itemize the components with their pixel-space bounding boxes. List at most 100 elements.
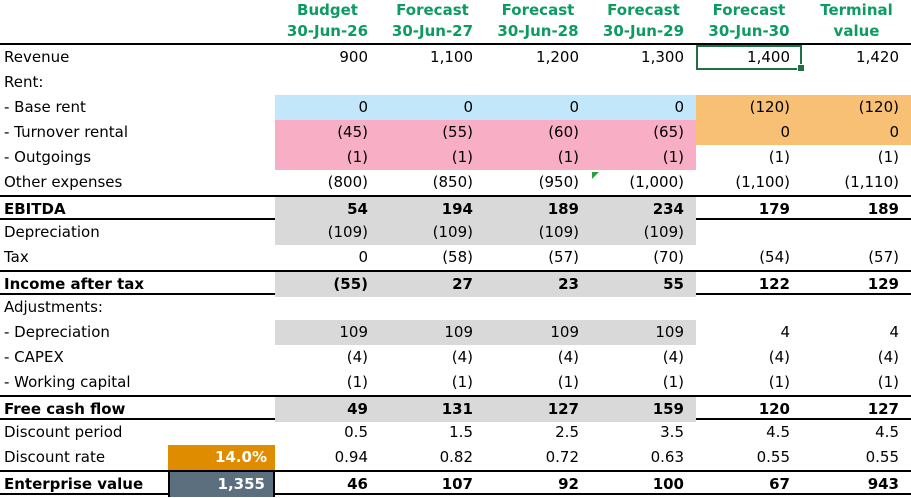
cell[interactable]: 189 [485, 197, 591, 222]
column-header-30-jun-28[interactable]: Forecast 30-Jun-28 [485, 0, 591, 43]
cell[interactable]: (4) [346, 348, 368, 366]
cell[interactable]: 109 [485, 320, 591, 345]
row-label[interactable]: Discount period [4, 423, 123, 441]
cell[interactable]: 0 [802, 120, 911, 145]
cell[interactable]: (1) [451, 373, 473, 391]
cell[interactable]: (109) [591, 220, 696, 245]
cell[interactable]: 4 [780, 323, 790, 341]
cell[interactable]: 0 [485, 95, 591, 120]
row-label[interactable]: Discount rate [4, 448, 106, 466]
row-label[interactable]: - CAPEX [4, 348, 64, 366]
cell[interactable]: (1) [485, 145, 591, 170]
cell[interactable] [591, 295, 696, 320]
row-label[interactable]: Depreciation [4, 223, 100, 241]
cell[interactable]: (800) [327, 173, 368, 191]
cell[interactable]: (1) [877, 373, 899, 391]
cell[interactable]: 129 [867, 275, 899, 293]
cell[interactable]: (45) [275, 120, 380, 145]
cell[interactable]: 179 [758, 200, 790, 218]
cell[interactable]: (109) [275, 220, 380, 245]
cell[interactable]: 23 [485, 272, 591, 297]
row-label[interactable]: Rent: [4, 73, 44, 91]
cell[interactable]: 107 [441, 475, 473, 493]
row-label[interactable]: - Depreciation [4, 323, 110, 341]
cell[interactable]: (60) [485, 120, 591, 145]
cell[interactable]: (1) [275, 145, 380, 170]
cell[interactable]: (1) [768, 148, 790, 166]
cell[interactable]: 4 [889, 323, 899, 341]
cell[interactable]: 4.5 [766, 423, 790, 441]
cell[interactable]: 3.5 [660, 423, 684, 441]
row-label[interactable]: - Working capital [4, 373, 131, 391]
column-header-30-jun-30[interactable]: Forecast 30-Jun-30 [696, 0, 802, 43]
cell[interactable]: 1,200 [536, 48, 579, 66]
cell[interactable]: 0.82 [439, 448, 473, 466]
cell[interactable]: (109) [485, 220, 591, 245]
cell[interactable]: (70) [653, 248, 684, 266]
cell[interactable]: 1,420 [856, 48, 899, 66]
cell[interactable]: 189 [867, 200, 899, 218]
cell[interactable] [802, 220, 911, 245]
cell[interactable] [696, 295, 802, 320]
cell[interactable] [485, 295, 591, 320]
cell[interactable]: (4) [768, 348, 790, 366]
cell[interactable]: (850) [432, 173, 473, 191]
cell[interactable]: 46 [347, 475, 368, 493]
cell[interactable]: 0.5 [344, 423, 368, 441]
cell[interactable]: 900 [339, 48, 368, 66]
cell[interactable] [380, 295, 485, 320]
cell[interactable]: (1) [380, 145, 485, 170]
row-label[interactable]: Other expenses [4, 173, 123, 191]
cell[interactable]: (1) [557, 373, 579, 391]
cell[interactable]: (1,110) [844, 173, 899, 191]
cell[interactable] [591, 70, 696, 95]
cell[interactable]: 0 [696, 120, 802, 145]
cell[interactable]: 27 [380, 272, 485, 297]
cell[interactable]: 0.72 [545, 448, 579, 466]
cell[interactable]: 0 [380, 95, 485, 120]
cell[interactable]: 0.55 [865, 448, 899, 466]
cell[interactable] [275, 295, 380, 320]
enterprise-value-cell[interactable]: 1,355 [168, 472, 275, 497]
cell[interactable]: (57) [868, 248, 899, 266]
cell[interactable]: (4) [877, 348, 899, 366]
cell[interactable]: 159 [591, 397, 696, 422]
cell[interactable]: 0 [591, 95, 696, 120]
row-label[interactable]: Free cash flow [4, 400, 126, 418]
row-label[interactable]: - Turnover rental [4, 123, 129, 141]
cell[interactable]: (4) [557, 348, 579, 366]
cell[interactable]: (1) [877, 148, 899, 166]
row-label[interactable]: Revenue [4, 48, 70, 66]
cell[interactable]: (1,000) [591, 170, 696, 195]
cell[interactable]: 2.5 [555, 423, 579, 441]
cell[interactable]: (57) [548, 248, 579, 266]
column-header-30-jun-26[interactable]: Budget 30-Jun-26 [275, 0, 380, 43]
column-header-30-jun-27[interactable]: Forecast 30-Jun-27 [380, 0, 485, 43]
column-header-30-jun-29[interactable]: Forecast 30-Jun-29 [591, 0, 696, 43]
cell[interactable]: 4.5 [875, 423, 899, 441]
row-label[interactable]: - Base rent [4, 98, 86, 116]
cell[interactable]: 1,100 [430, 48, 473, 66]
cell[interactable]: 49 [275, 397, 380, 422]
cell[interactable]: (109) [380, 220, 485, 245]
cell[interactable] [696, 220, 802, 245]
cell[interactable]: 109 [275, 320, 380, 345]
cell[interactable]: 1,300 [641, 48, 684, 66]
row-label[interactable]: Adjustments: [4, 298, 103, 316]
row-label[interactable]: Tax [4, 248, 29, 266]
cell[interactable]: 0 [275, 95, 380, 120]
cell[interactable]: 55 [591, 272, 696, 297]
cell[interactable]: (120) [696, 95, 802, 120]
cell[interactable]: 122 [758, 275, 790, 293]
cell[interactable]: 127 [867, 400, 899, 418]
column-header-value[interactable]: Terminal value [802, 0, 911, 43]
cell[interactable]: (950) [538, 173, 579, 191]
cell[interactable]: 100 [652, 475, 684, 493]
cell[interactable]: 0.63 [650, 448, 684, 466]
cell[interactable]: 127 [485, 397, 591, 422]
cell[interactable]: 54 [275, 197, 380, 222]
row-label[interactable]: Enterprise value [4, 475, 144, 493]
cell[interactable]: 0 [358, 248, 368, 266]
discount-rate-cell[interactable]: 14.0% [168, 445, 275, 470]
cell[interactable] [275, 70, 380, 95]
